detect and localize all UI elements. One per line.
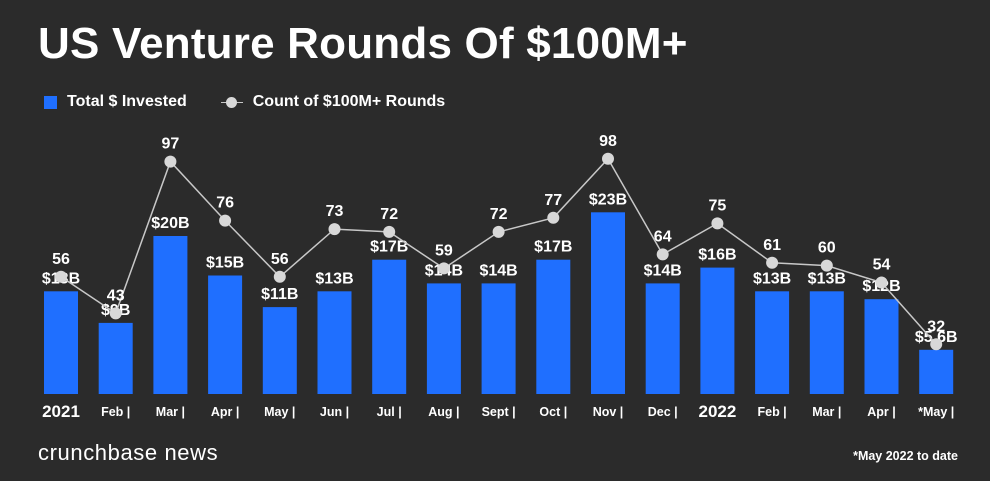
bar-label-12: $16B: [698, 247, 736, 264]
count-label-14: 60: [818, 240, 836, 257]
x-tick-label-3: Apr |: [211, 405, 240, 419]
count-label-15: 54: [873, 257, 891, 274]
count-label-2: 97: [162, 136, 180, 153]
count-point-0: [55, 270, 67, 283]
bar-label-6: $17B: [370, 239, 408, 256]
count-label-4: 56: [271, 251, 289, 268]
bar-2: [153, 236, 188, 394]
count-label-3: 76: [216, 195, 234, 212]
bar-label-14: $13B: [808, 270, 846, 287]
count-point-13: [766, 256, 779, 269]
x-tick-label-8: Sept |: [482, 405, 516, 419]
bar-16: [919, 349, 954, 394]
bar-label-8: $14B: [479, 262, 517, 279]
count-label-12: 75: [709, 197, 727, 214]
x-tick-label-9: Oct |: [539, 405, 567, 419]
bar-15: [864, 299, 899, 394]
bar-8: [481, 283, 516, 394]
bar-11: [645, 283, 680, 394]
x-tick-label-7: Aug |: [428, 405, 459, 419]
count-point-16: [930, 338, 943, 351]
bar-10: [591, 212, 625, 394]
count-label-6: 72: [380, 206, 398, 223]
brand-logo-text: crunchbase news: [38, 440, 219, 465]
count-label-16: 32: [927, 318, 945, 335]
x-tick-label-4: May |: [264, 405, 295, 419]
count-point-2: [164, 155, 177, 168]
legend-item-bars: Total $ Invested: [44, 93, 187, 111]
bar-label-2: $20B: [151, 215, 189, 232]
bar-1: [98, 322, 133, 394]
count-label-7: 59: [435, 242, 453, 259]
x-tick-label-1: Feb |: [101, 405, 130, 419]
count-label-13: 61: [763, 237, 781, 254]
x-tick-label-14: Mar |: [812, 405, 841, 419]
legend: Total $ Invested Count of $100M+ Rounds: [44, 90, 479, 114]
count-point-4: [273, 270, 286, 283]
count-point-15: [875, 276, 888, 289]
x-tick-label-6: Jul |: [377, 405, 402, 419]
footnote: *May 2022 to date: [853, 449, 958, 463]
legend-swatch-line: [220, 96, 243, 109]
x-tick-label-10: Nov |: [593, 405, 624, 419]
bar-9: [536, 259, 571, 394]
count-point-3: [219, 214, 232, 227]
count-label-8: 72: [490, 206, 508, 223]
count-label-1: 43: [107, 287, 125, 304]
bar-label-13: $13B: [753, 270, 791, 287]
x-tick-label-16: *May |: [918, 405, 954, 419]
bar-0: [44, 291, 78, 394]
bar-label-9: $17B: [534, 239, 572, 256]
x-tick-label-5: Jun |: [320, 405, 349, 419]
legend-label-line: Count of $100M+ Rounds: [252, 93, 446, 110]
count-point-9: [547, 211, 560, 224]
count-point-5: [328, 223, 341, 236]
x-tick-label-11: Dec |: [648, 405, 678, 419]
legend-swatch-bar: [44, 95, 57, 109]
count-point-8: [492, 225, 505, 238]
chart-title: US Venture Rounds Of $100M+: [38, 19, 688, 68]
bar-3: [208, 275, 243, 394]
count-point-10: [602, 152, 614, 165]
legend-item-line: Count of $100M+ Rounds: [220, 93, 446, 111]
bar-12: [700, 267, 735, 394]
x-tick-label-2: Mar |: [156, 405, 185, 419]
count-point-7: [437, 262, 450, 275]
x-tick-label-13: Feb |: [757, 405, 786, 419]
bar-14: [809, 291, 844, 394]
x-tick-label-12: 2022: [698, 402, 736, 421]
bar-5: [317, 291, 352, 394]
x-tick-label-0: 2021: [42, 402, 80, 421]
bar-label-5: $13B: [315, 270, 353, 287]
count-label-0: 56: [52, 251, 70, 268]
count-label-10: 98: [599, 133, 617, 150]
bar-4: [262, 307, 297, 394]
count-point-1: [109, 307, 122, 320]
bar-7: [426, 283, 461, 394]
legend-label-bars: Total $ Invested: [67, 93, 187, 110]
bar-label-11: $14B: [644, 262, 682, 279]
bar-6: [372, 259, 407, 394]
bar-13: [755, 291, 790, 394]
bar-label-10: $23B: [589, 191, 627, 208]
bar-label-3: $15B: [206, 255, 244, 272]
count-label-9: 77: [544, 192, 562, 209]
count-point-11: [656, 248, 669, 261]
count-label-11: 64: [654, 228, 672, 245]
count-point-14: [820, 259, 833, 272]
x-tick-label-15: Apr |: [867, 405, 896, 419]
count-point-12: [711, 217, 724, 230]
count-label-5: 73: [326, 203, 344, 220]
count-point-6: [383, 225, 396, 238]
bar-label-4: $11B: [261, 286, 298, 303]
